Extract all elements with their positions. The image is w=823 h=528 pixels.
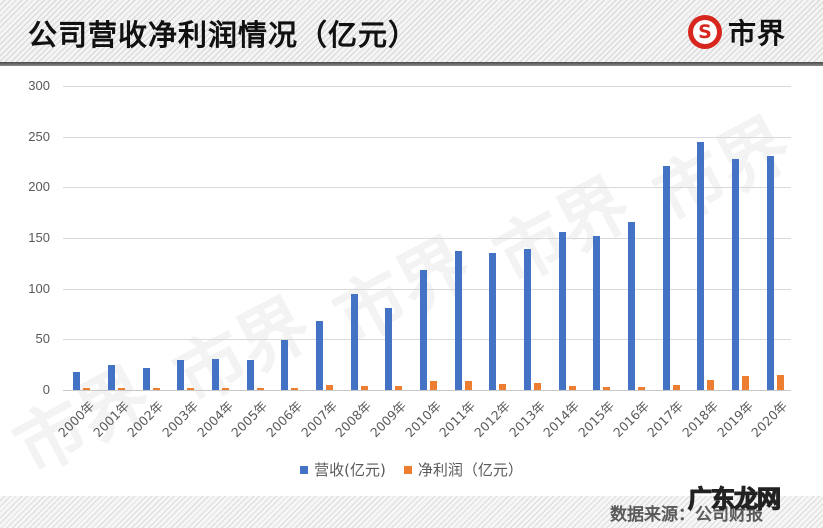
bar-net-profit	[776, 374, 784, 390]
x-tick-label: 2017年	[644, 398, 687, 441]
x-tick-label: 2008年	[332, 398, 375, 441]
x-tick-label: 2014年	[540, 398, 583, 441]
x-tick-label: 2009年	[367, 398, 410, 441]
bar-revenue	[281, 340, 289, 390]
y-tick-label: 50	[35, 331, 50, 346]
bar-revenue	[420, 270, 427, 390]
bar-net-profit	[499, 383, 507, 390]
gridline	[63, 289, 791, 290]
bar-net-profit	[291, 387, 299, 390]
bar-revenue	[108, 364, 115, 390]
legend-label-revenue: 营收(亿元)	[314, 461, 386, 479]
gridline	[63, 238, 791, 239]
x-tick-label: 2013年	[505, 398, 548, 441]
bar-net-profit	[395, 385, 403, 390]
bar-revenue	[246, 359, 254, 390]
x-tick-label: 2001年	[89, 398, 132, 441]
gridline	[63, 339, 791, 340]
data-source-note: 数据来源：公司财报	[610, 505, 763, 525]
brand-watermark: 市界	[641, 102, 804, 241]
bar-net-profit	[707, 379, 715, 390]
bar-net-profit	[360, 385, 368, 390]
x-tick-label: 2018年	[679, 398, 722, 441]
bar-net-profit	[152, 387, 160, 390]
bar-net-profit	[118, 387, 125, 390]
x-tick-label: 2004年	[193, 398, 236, 441]
bar-revenue	[350, 293, 358, 390]
bar-net-profit	[742, 375, 749, 390]
bar-revenue	[489, 253, 497, 390]
legend-item-net-profit: 净利润（亿元）	[403, 459, 523, 480]
x-tick-label: 2010年	[401, 398, 444, 441]
bar-net-profit	[568, 385, 576, 390]
bar-revenue	[454, 251, 462, 390]
legend-label-net-profit: 净利润（亿元）	[417, 461, 523, 479]
x-tick-label: 2005年	[228, 398, 271, 441]
bar-net-profit	[638, 386, 645, 390]
bar-net-profit	[326, 384, 333, 390]
x-tick-label: 2016年	[609, 398, 652, 441]
x-tick-label: 2019年	[713, 398, 756, 441]
bar-revenue	[385, 307, 393, 390]
gridline	[63, 137, 791, 138]
brand-logo: S 市界	[688, 14, 786, 50]
site-watermark: 广东龙网	[687, 484, 781, 513]
bar-net-profit	[672, 384, 680, 390]
bar-net-profit	[464, 380, 472, 390]
bar-revenue	[142, 367, 150, 390]
y-tick-label: 100	[28, 281, 50, 296]
x-tick-label: 2020年	[748, 398, 791, 441]
gridline	[63, 86, 791, 87]
bar-revenue	[732, 158, 739, 390]
bar-revenue	[177, 359, 185, 390]
x-tick-label: 2003年	[159, 398, 202, 441]
bar-net-profit	[603, 386, 611, 390]
bar-revenue	[697, 141, 705, 390]
bar-revenue	[73, 371, 81, 390]
chart-title: 公司营收净利润情况（亿元）	[28, 18, 419, 52]
bar-net-profit	[83, 387, 91, 390]
y-tick-label: 150	[28, 230, 50, 245]
legend-swatch-net-profit	[403, 465, 412, 474]
y-tick-label: 300	[28, 78, 50, 93]
bar-net-profit	[222, 387, 229, 390]
bar-revenue	[662, 166, 670, 390]
x-tick-label: 2007年	[297, 398, 340, 441]
bar-revenue	[593, 235, 601, 390]
footer-banner	[0, 496, 823, 528]
y-tick-label: 0	[42, 382, 50, 397]
bar-net-profit	[187, 387, 195, 390]
bar-net-profit	[534, 382, 541, 390]
logo-text: 市界	[728, 17, 787, 50]
bar-net-profit	[430, 380, 437, 390]
gridline	[63, 187, 791, 188]
x-axis-line	[63, 390, 791, 391]
x-tick-label: 2002年	[124, 398, 167, 441]
bar-revenue	[558, 231, 566, 390]
header-banner	[0, 0, 823, 62]
chart-plot-area: 市界 市界 市界 市界 市界 0 50 100 150 200 250 300 2000年 2001年 20…	[0, 66, 823, 490]
logo-circle-icon: S	[688, 15, 722, 49]
brand-watermark: 市界	[161, 282, 324, 421]
bar-revenue	[316, 321, 323, 390]
x-tick-label: 2011年	[436, 398, 479, 441]
bar-revenue	[524, 249, 531, 390]
x-tick-label: 2015年	[575, 398, 618, 441]
legend-swatch-revenue	[300, 465, 309, 474]
bar-revenue	[766, 155, 774, 390]
x-tick-label: 2012年	[471, 398, 514, 441]
x-tick-label: 2000年	[55, 398, 98, 441]
logo-s-icon: S	[693, 20, 717, 44]
legend-item-revenue: 营收(亿元)	[300, 459, 386, 480]
chart-legend: 营收(亿元) 净利润（亿元）	[0, 459, 823, 480]
y-tick-label: 250	[28, 129, 50, 144]
bar-revenue	[212, 358, 219, 390]
header-divider	[0, 62, 823, 66]
y-tick-label: 200	[28, 179, 50, 194]
bar-net-profit	[256, 387, 264, 390]
bar-revenue	[628, 221, 635, 390]
x-tick-label: 2006年	[263, 398, 306, 441]
